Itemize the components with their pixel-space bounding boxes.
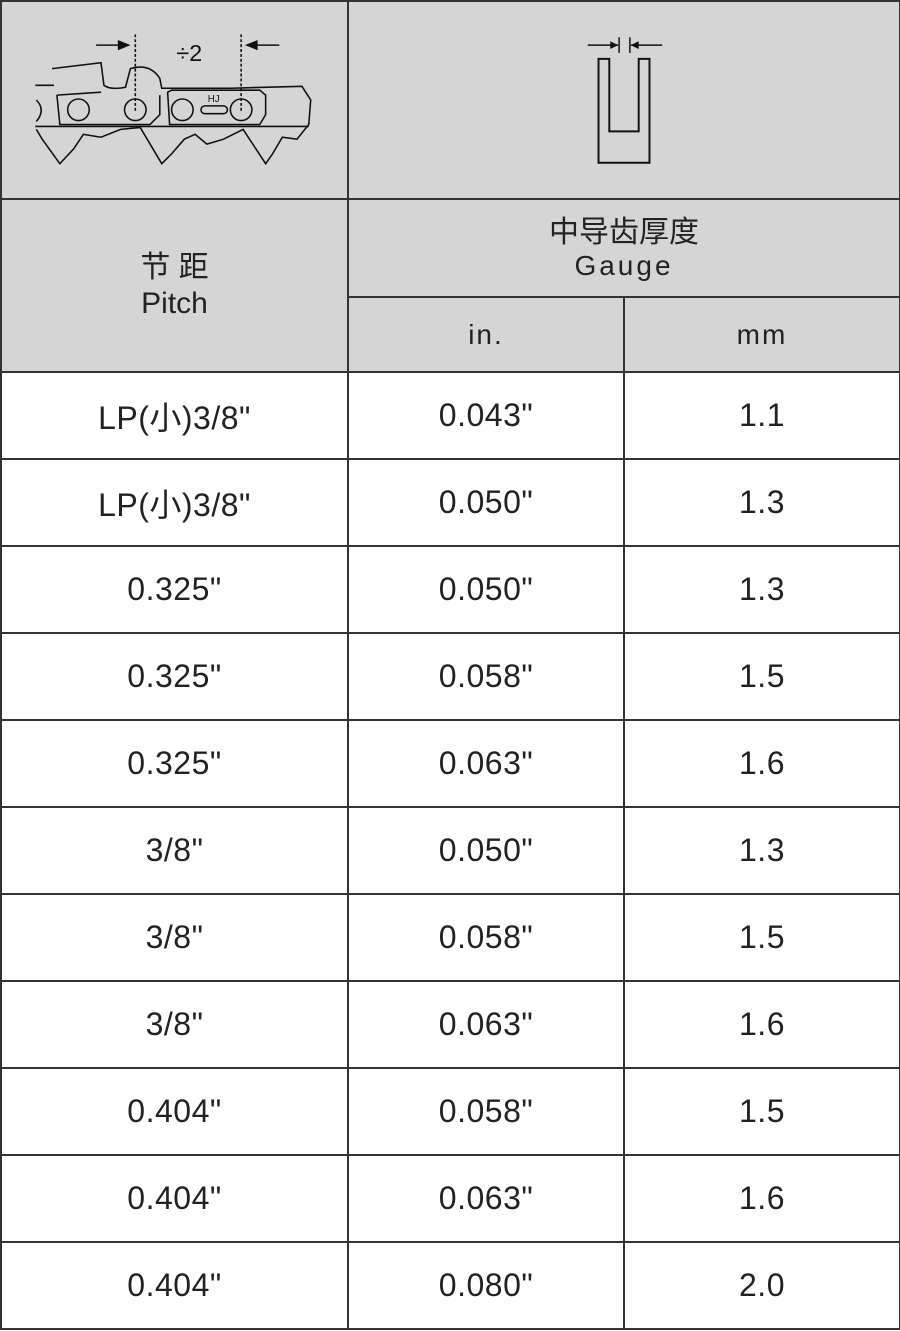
table-row: 3/8" 0.058" 1.5 [0,893,900,982]
cell-pitch: 3/8" [0,806,349,895]
svg-text:÷2: ÷2 [176,40,202,66]
table-row: LP(小)3/8" 0.043" 1.1 [0,371,900,460]
cell-pitch: 0.325" [0,545,349,634]
cell-in: 0.050" [347,806,625,895]
cell-in: 0.050" [347,458,625,547]
table-row: 0.325" 0.058" 1.5 [0,632,900,721]
unit-mm-header: mm [623,296,900,373]
cell-pitch: 0.325" [0,632,349,721]
cell-pitch: LP(小)3/8" [0,371,349,460]
cell-in: 0.058" [347,893,625,982]
unit-in-header: in. [347,296,625,373]
chain-pitch-diagram-icon: ÷2 HJ [35,34,312,166]
gauge-header-en: Gauge [574,250,674,281]
pitch-header-zh: 节 距 [140,250,209,284]
table-row: 0.325" 0.050" 1.3 [0,545,900,634]
cell-mm: 1.3 [623,458,900,547]
cell-mm: 1.3 [623,545,900,634]
cell-in: 0.063" [347,1154,625,1243]
cell-in: 0.080" [347,1241,625,1330]
drive-link-gauge-icon [587,37,663,164]
cell-in: 0.058" [347,1067,625,1156]
cell-mm: 1.6 [623,980,900,1069]
table-row: 0.404" 0.080" 2.0 [0,1241,900,1330]
cell-in: 0.050" [347,545,625,634]
cell-pitch: 3/8" [0,893,349,982]
cell-pitch: LP(小)3/8" [0,458,349,547]
gauge-header: 中导齿厚度 Gauge [347,198,900,298]
cell-in: 0.058" [347,632,625,721]
table-row: 3/8" 0.063" 1.6 [0,980,900,1069]
cell-in: 0.063" [347,719,625,808]
table-row: 0.404" 0.063" 1.6 [0,1154,900,1243]
cell-in: 0.043" [347,371,625,460]
table-row: 3/8" 0.050" 1.3 [0,806,900,895]
cell-mm: 1.5 [623,893,900,982]
table-row: LP(小)3/8" 0.050" 1.3 [0,458,900,547]
pitch-header-en: Pitch [141,286,208,320]
cell-pitch: 0.325" [0,719,349,808]
table-row: 0.404" 0.058" 1.5 [0,1067,900,1156]
cell-mm: 2.0 [623,1241,900,1330]
svg-text:HJ: HJ [208,94,220,105]
gauge-header-zh: 中导齿厚度 [549,216,699,249]
cell-mm: 1.5 [623,1067,900,1156]
pitch-diagram-cell: ÷2 HJ [0,0,349,200]
cell-pitch: 0.404" [0,1154,349,1243]
cell-mm: 1.5 [623,632,900,721]
cell-mm: 1.6 [623,1154,900,1243]
table-row: 0.325" 0.063" 1.6 [0,719,900,808]
cell-in: 0.063" [347,980,625,1069]
cell-pitch: 0.404" [0,1241,349,1330]
pitch-header: 节 距 Pitch [0,198,349,373]
cell-mm: 1.3 [623,806,900,895]
cell-mm: 1.1 [623,371,900,460]
gauge-diagram-cell [347,0,900,200]
cell-pitch: 3/8" [0,980,349,1069]
cell-pitch: 0.404" [0,1067,349,1156]
cell-mm: 1.6 [623,719,900,808]
